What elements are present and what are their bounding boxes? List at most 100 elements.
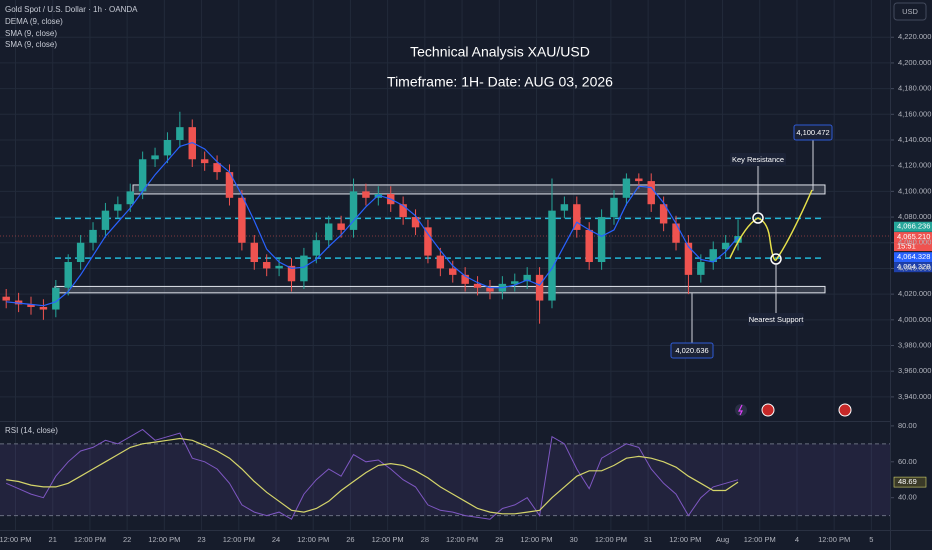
- candle-body: [461, 274, 469, 284]
- price-tag: [894, 252, 932, 263]
- y-tick-label: 4,120.000: [898, 161, 931, 170]
- x-tick-label: 31: [644, 535, 652, 544]
- x-tick-label: 29: [495, 535, 503, 544]
- candle-body: [89, 229, 97, 243]
- x-tick-label: 12:00 PM: [74, 535, 106, 544]
- callout-box: [670, 342, 714, 359]
- candle-body: [101, 210, 110, 230]
- candle-body: [138, 159, 147, 192]
- rsi-title: RSI (14, close): [5, 426, 58, 435]
- projection-path: [729, 189, 813, 261]
- candle-body: [585, 229, 593, 263]
- x-tick-label: 12:00 PM: [818, 535, 850, 544]
- candle-body: [697, 262, 705, 275]
- candle-body: [449, 268, 457, 275]
- candle-body: [250, 242, 259, 263]
- x-tick-label: 12:00 PM: [372, 535, 404, 544]
- candle-body: [622, 178, 631, 198]
- flag-icon[interactable]: [761, 403, 775, 417]
- x-tick-label: 21: [49, 535, 57, 544]
- x-tick-label: 12:00 PM: [148, 535, 180, 544]
- x-tick-label: 12:00 PM: [0, 535, 32, 544]
- candle-body: [411, 217, 420, 228]
- sma-line: [6, 141, 739, 307]
- candle-body: [610, 197, 618, 218]
- candle-body: [560, 204, 569, 211]
- candle-body: [635, 178, 643, 182]
- flash-icon: [738, 404, 743, 416]
- x-tick-label: 26: [346, 535, 354, 544]
- x-tick-label: 22: [123, 535, 131, 544]
- candle-body: [287, 265, 296, 282]
- callout-box: [793, 124, 833, 141]
- y-tick-label: 4,100.000: [898, 186, 931, 195]
- marks: [0, 111, 890, 520]
- time-axis-border: [0, 530, 932, 531]
- candle-body: [684, 242, 693, 275]
- x-tick-label: Aug: [716, 535, 729, 544]
- x-tick-label: 12:00 PM: [297, 535, 329, 544]
- candle-body: [238, 197, 246, 243]
- candle-body: [721, 242, 730, 250]
- candle-body: [659, 204, 668, 224]
- y-tick-label: 4,160.000: [898, 109, 931, 118]
- candle-body: [14, 300, 23, 305]
- rsi-ma-line: [6, 437, 739, 515]
- candle-body: [709, 249, 717, 263]
- candle-body: [76, 242, 85, 263]
- event-icon[interactable]: [735, 404, 747, 416]
- price-tag: [894, 221, 932, 232]
- x-tick-label: 12:00 PM: [520, 535, 552, 544]
- note-box: [730, 153, 786, 166]
- price-tag-label: 4,064.328: [897, 262, 930, 271]
- candle-body: [176, 127, 184, 140]
- y-tick-label: 4,200.000: [898, 58, 931, 67]
- flag-icon[interactable]: [838, 403, 852, 417]
- candle-body: [535, 274, 544, 301]
- y-tick-label: 4,020.000: [898, 289, 931, 298]
- candle-body: [262, 262, 271, 269]
- candle-body: [523, 274, 531, 282]
- candle-body: [473, 283, 482, 288]
- note-box: [748, 313, 804, 326]
- x-tick-label: 28: [421, 535, 429, 544]
- y-tick-label: 3,980.000: [898, 340, 931, 349]
- y-tick-label: 4,080.000: [898, 212, 931, 221]
- candle-body: [597, 217, 606, 263]
- zone: [54, 285, 826, 294]
- candle-body: [27, 304, 35, 307]
- price-axis-border: [890, 0, 891, 550]
- legend-entry: SMA (9, close): [5, 40, 57, 49]
- y-tick-label: 4,060.000: [898, 238, 931, 247]
- x-tick-label: 4: [795, 535, 799, 544]
- x-tick-label: 23: [197, 535, 205, 544]
- y-tick-label: 4,140.000: [898, 135, 931, 144]
- price-tag-label: 4,066.236: [897, 222, 930, 231]
- candle-body: [163, 140, 172, 156]
- candle-body: [734, 236, 742, 243]
- rsi-band: [0, 443, 890, 516]
- rsi-line: [6, 428, 739, 520]
- candle-body: [64, 262, 72, 288]
- candle-body: [548, 210, 556, 301]
- currency-label: USD: [902, 7, 918, 16]
- y-tick-label: 4,220.000: [898, 32, 931, 41]
- candle-body: [573, 204, 581, 230]
- candle-body: [225, 172, 234, 198]
- x-tick-label: 12:00 PM: [669, 535, 701, 544]
- candle-body: [126, 191, 134, 205]
- countdown-tag: [894, 242, 932, 252]
- candle-body: [300, 255, 308, 282]
- price-tag: [894, 232, 932, 243]
- callout-label: 4,020.636: [675, 346, 708, 355]
- rsi-tag-label: 48.69: [898, 477, 917, 486]
- candle-body: [399, 204, 407, 218]
- rsi-tag: [893, 476, 927, 488]
- x-tick-label: 24: [272, 535, 280, 544]
- symbol-label: Gold Spot / U.S. Dollar · 1h · OANDA: [5, 5, 138, 14]
- candle-body: [114, 204, 122, 211]
- x-tick-label: 5: [869, 535, 873, 544]
- zone: [132, 184, 826, 195]
- currency-button[interactable]: [893, 2, 927, 21]
